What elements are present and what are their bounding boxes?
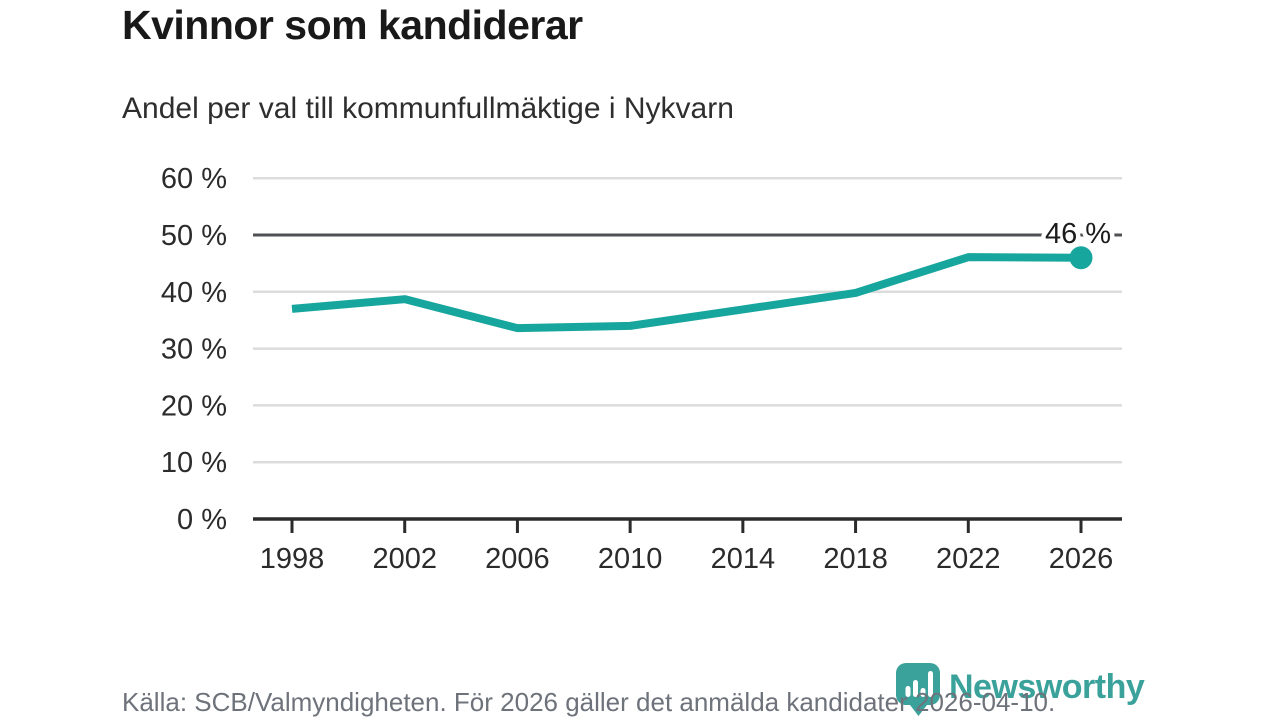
y-axis-label: 40 %	[161, 277, 227, 309]
y-axis-label: 50 %	[161, 220, 227, 252]
data-line-series	[291, 253, 1082, 333]
bar-chart-pin-icon	[896, 663, 940, 716]
y-axis-label: 0 %	[177, 504, 227, 536]
y-axis-label: 20 %	[161, 390, 227, 422]
newsworthy-wordmark: Newsworthy	[949, 668, 1145, 706]
y-axis-label: 30 %	[161, 334, 227, 366]
x-axis-label: 1998	[260, 543, 325, 575]
x-axis-label: 2006	[485, 543, 550, 575]
x-axis-label: 2026	[1049, 543, 1114, 575]
x-axis-label: 2022	[936, 543, 1001, 575]
end-value-label: 46 %	[1045, 218, 1111, 250]
x-axis-label: 2010	[598, 543, 663, 575]
y-axis-label: 60 %	[161, 163, 227, 195]
source-note: Källa: SCB/Valmyndigheten. För 2026 gäll…	[122, 687, 1056, 717]
chart-title: Kvinnor som kandiderar	[122, 2, 583, 48]
x-axis-label: 2014	[711, 543, 776, 575]
end-point-marker	[1069, 246, 1093, 270]
chart-subtitle: Andel per val till kommunfullmäktige i N…	[122, 92, 734, 125]
x-axis-label: 2018	[823, 543, 888, 575]
x-axis-label: 2002	[372, 543, 437, 575]
newsworthy-logo: Newsworthy	[896, 663, 1145, 716]
y-axis-label: 10 %	[161, 447, 227, 479]
